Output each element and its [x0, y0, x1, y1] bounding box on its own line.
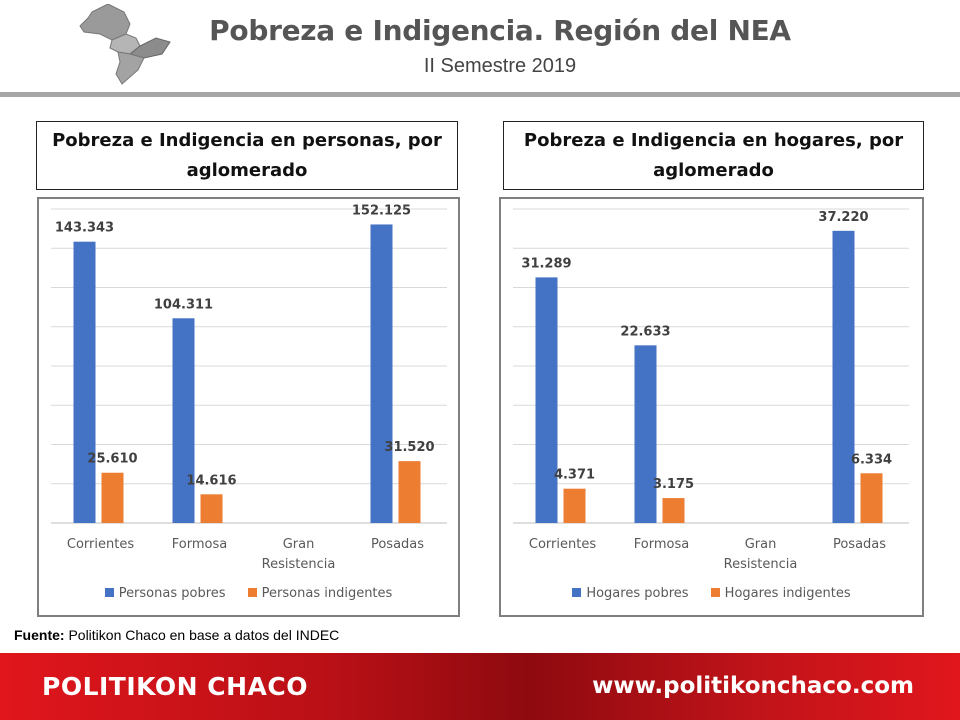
legend-swatch-orange: [247, 588, 257, 597]
personas-tick-label: Corrientes: [67, 537, 134, 552]
footer-bar: POLITIKON CHACO www.politikonchaco.com: [0, 653, 960, 720]
hogares-bar-indigentes: [563, 488, 586, 523]
legend-label: Hogares indigentes: [724, 586, 851, 601]
chart-title-hogares: Pobreza e Indigencia en hogares, por agl…: [503, 121, 924, 190]
footer-url-link[interactable]: www.politikonchaco.com: [592, 673, 914, 699]
chart-personas-plot: 143.343 25.610 Corrientes 104.311 14.616 Form…: [51, 203, 447, 572]
personas-tick-label: Formosa: [172, 537, 227, 552]
hogares-data-label: 4.371: [554, 468, 595, 483]
personas-data-label: 152.125: [352, 203, 411, 218]
legend-item-hogares-indigentes: Hogares indigentes: [710, 586, 851, 601]
hogares-bar-pobres: [535, 277, 558, 523]
personas-bar-indigentes: [200, 494, 223, 523]
legend-label: Personas pobres: [118, 586, 226, 601]
hogares-bar-indigentes: [860, 473, 883, 523]
personas-data-label: 14.616: [186, 473, 236, 488]
hogares-tick-label: Corrientes: [529, 537, 596, 552]
personas-tick-label: Posadas: [371, 537, 424, 552]
chart-personas: 143.343 25.610 Corrientes 104.311 14.616 Form…: [37, 197, 460, 617]
legend-item-hogares-pobres: Hogares pobres: [572, 586, 689, 601]
footer-brand: POLITIKON CHACO: [42, 672, 309, 701]
hogares-tick-label: Gran: [745, 537, 777, 552]
legend-item-personas-pobres: Personas pobres: [104, 586, 226, 601]
personas-tick-label: Resistencia: [262, 557, 336, 572]
legend-label: Hogares pobres: [586, 586, 689, 601]
personas-bar-pobres: [370, 224, 393, 523]
chart-hogares-plot: 31.289 4.371 Corrientes 22.633 3.175 Formosa G…: [513, 208, 909, 572]
personas-bar-indigentes: [398, 461, 421, 523]
personas-data-label: 143.343: [55, 221, 114, 236]
source-text: Politikon Chaco en base a datos del INDE…: [64, 627, 340, 643]
nea-region-map-icon: [79, 4, 171, 85]
personas-bar-pobres: [73, 241, 96, 523]
hogares-bar-pobres: [832, 230, 855, 523]
chart-title-hogares-text: Pobreza e Indigencia en hogares, por agl…: [523, 129, 904, 181]
legend-swatch-orange: [710, 588, 720, 597]
hogares-data-label: 3.175: [653, 477, 694, 492]
hogares-data-label: 37.220: [818, 210, 868, 225]
personas-data-label: 31.520: [384, 440, 434, 455]
hogares-tick-label: Formosa: [634, 537, 689, 552]
personas-data-label: 25.610: [87, 452, 137, 467]
chart-title-personas-text: Pobreza e Indigencia en personas, por ag…: [52, 129, 442, 181]
hogares-tick-label: Resistencia: [724, 557, 798, 572]
chart-hogares: 31.289 4.371 Corrientes 22.633 3.175 Formosa G…: [499, 197, 924, 617]
personas-data-label: 104.311: [154, 297, 213, 312]
personas-bar-indigentes: [101, 472, 124, 523]
personas-bar-pobres: [172, 318, 195, 523]
personas-tick-label: Gran: [283, 537, 315, 552]
legend-item-personas-indigentes: Personas indigentes: [247, 586, 393, 601]
hogares-bar-indigentes: [662, 498, 685, 523]
chart-title-personas: Pobreza e Indigencia en personas, por ag…: [36, 121, 458, 190]
legend-hogares: Hogares pobres Hogares indigentes: [501, 586, 922, 601]
page-title: Pobreza e Indigencia. Región del NEA: [209, 14, 791, 47]
legend-personas: Personas pobres Personas indigentes: [39, 586, 458, 601]
hogares-data-label: 22.633: [620, 324, 670, 339]
hogares-data-label: 31.289: [521, 256, 571, 271]
hogares-tick-label: Posadas: [833, 537, 886, 552]
header-divider: [0, 92, 960, 97]
legend-swatch-blue: [572, 588, 582, 597]
page-subtitle: II Semestre 2019: [423, 55, 577, 77]
hogares-bar-pobres: [634, 345, 657, 523]
hogares-data-label: 6.334: [851, 452, 892, 467]
source-note: Fuente: Politikon Chaco en base a datos …: [14, 627, 339, 643]
source-label: Fuente:: [14, 627, 65, 643]
legend-swatch-blue: [104, 588, 114, 597]
legend-label: Personas indigentes: [261, 586, 393, 601]
